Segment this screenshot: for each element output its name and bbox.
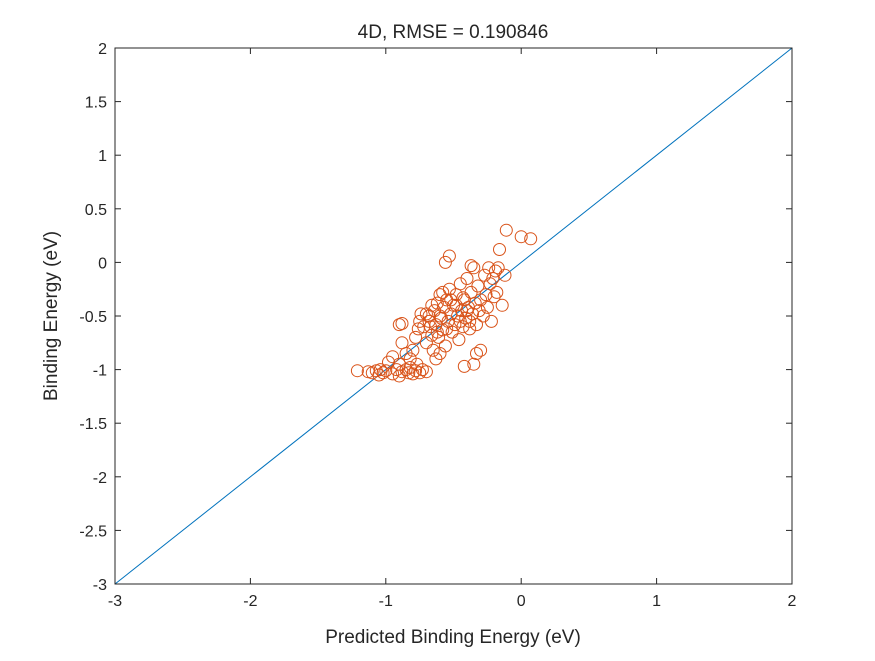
scatter-point: [442, 249, 456, 263]
scatter-point: [499, 223, 513, 237]
scatter-point: [430, 296, 444, 310]
scatter-point: [440, 322, 454, 336]
scatter-point: [457, 359, 471, 373]
scatter-point: [437, 300, 451, 314]
y-tick-label: 2: [98, 41, 107, 58]
scatter-point: [484, 314, 498, 328]
scatter-point: [422, 314, 436, 328]
scatter-point: [426, 343, 440, 357]
scatter-point: [456, 291, 470, 305]
scatter-point: [470, 318, 483, 332]
scatter-point: [480, 300, 494, 314]
scatter-point: [436, 285, 450, 299]
scatter-point: [453, 314, 467, 328]
scatter-point: [464, 259, 478, 273]
scatter-point: [422, 309, 436, 323]
scatter-point: [425, 298, 439, 312]
scatter-point: [490, 285, 504, 299]
reference-line: [114, 47, 793, 585]
scatter-point: [486, 272, 500, 285]
y-tick-label: 0: [98, 255, 107, 272]
data-marks: [114, 47, 793, 585]
y-tick-label: -2: [93, 470, 107, 487]
scatter-point: [444, 293, 458, 307]
y-tick-label: -3: [93, 577, 107, 594]
scatter-point: [438, 255, 452, 269]
scatter-point: [424, 320, 437, 334]
scatter-point: [395, 317, 409, 330]
scatter-point: [474, 343, 488, 357]
scatter-point: [386, 350, 400, 364]
scatter-point: [471, 279, 485, 293]
x-axis-label: Predicted Binding Energy (eV): [325, 627, 581, 648]
y-tick-label: -1: [93, 363, 107, 380]
y-axis-label: Binding Energy (eV): [41, 231, 62, 401]
scatter-point: [449, 298, 463, 312]
scatter-point: [487, 290, 501, 304]
y-tick-label: -2.5: [79, 523, 107, 540]
x-tick-label: 1: [652, 593, 661, 610]
scatter-point: [379, 364, 393, 378]
scatter-point: [463, 314, 477, 328]
scatter-point: [467, 261, 481, 275]
scatter-point: [373, 363, 387, 377]
axis-ticks: -3 -2 -1 0 1 2 -3 -2.5 -2 -1.5 -1 -0.5 0 0.5 1 1.5 2: [79, 41, 796, 610]
y-tick-label: -0.5: [79, 309, 107, 326]
scatter-point: [350, 364, 364, 378]
scatter-point: [376, 366, 390, 380]
scatter-point: [453, 277, 467, 291]
x-tick-label: 0: [517, 593, 526, 610]
scatter-point: [411, 322, 425, 336]
scatter-point: [442, 282, 456, 296]
scatter-point: [470, 347, 483, 360]
scatter-point: [524, 232, 538, 246]
scatter-point: [409, 330, 423, 344]
scatter-point: [403, 361, 417, 374]
scatter-point: [491, 261, 505, 275]
scatter-point: [410, 357, 424, 371]
scatter-point: [463, 322, 477, 336]
chart-title: 4D, RMSE = 0.190846: [358, 22, 549, 43]
scatter-point: [430, 325, 444, 339]
scatter-point: [414, 307, 428, 321]
y-tick-label: 0.5: [85, 202, 107, 219]
scatter-point: [514, 230, 528, 244]
x-tick-label: 2: [788, 593, 797, 610]
x-tick-label: -1: [379, 593, 393, 610]
y-tick-label: 1.5: [85, 95, 107, 112]
scatter-point: [495, 298, 509, 312]
scatter-point: [406, 343, 420, 357]
scatter-point: [432, 330, 446, 344]
scatter-point: [433, 309, 447, 323]
scatter-point: [498, 268, 512, 282]
scatter-point: [467, 357, 481, 371]
x-tick-label: -3: [108, 593, 122, 610]
scatter-point: [452, 333, 466, 347]
scatter-point: [474, 293, 488, 307]
scatter-point: [460, 304, 474, 318]
x-tick-label: -2: [243, 593, 257, 610]
scatter-point: [419, 365, 433, 379]
scatter-point: [403, 352, 417, 366]
y-tick-label: 1: [98, 148, 107, 165]
y-tick-label: -1.5: [79, 416, 107, 433]
scatter-point: [493, 243, 506, 256]
scatter-point: [417, 320, 431, 334]
scatter-point: [460, 272, 474, 285]
scatter-point: [386, 367, 400, 381]
axes-box: [114, 47, 793, 585]
scatter-point: [429, 352, 443, 366]
